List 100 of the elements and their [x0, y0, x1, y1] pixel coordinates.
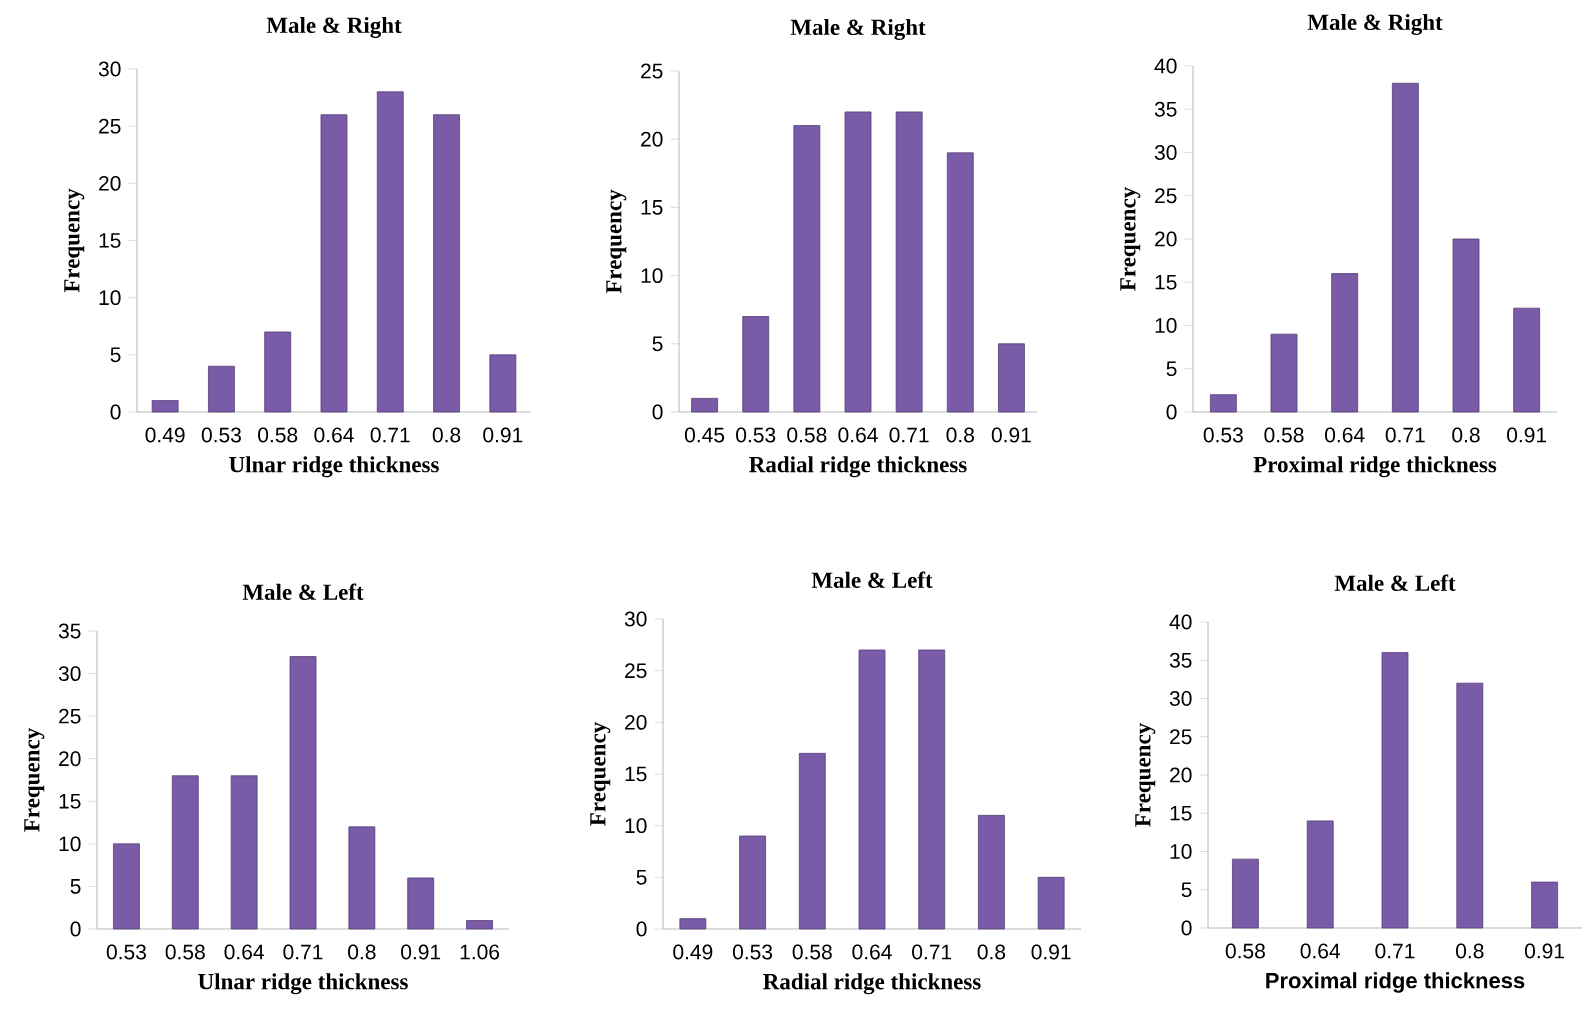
bar [946, 152, 974, 413]
bar [1391, 82, 1419, 413]
bar [858, 649, 886, 930]
y-tick-label: 15 [625, 766, 647, 782]
x-tick-label: 0.58 [787, 427, 827, 443]
x-tick-label: 0.64 [852, 944, 892, 960]
chart-title: Male & Left [242, 583, 364, 600]
y-tick-label: 20 [59, 751, 81, 767]
x-axis-title: Radial ridge thickness [763, 973, 981, 995]
bar [489, 354, 517, 413]
y-tick-label: 25 [1155, 188, 1177, 204]
bar [1531, 881, 1558, 929]
x-tick-label: 0.91 [1524, 943, 1564, 959]
y-tick-label: 25 [1170, 729, 1192, 745]
chart-title: Male & Left [1334, 574, 1456, 591]
y-tick-label: 20 [99, 175, 121, 191]
y-tick-label: 30 [624, 611, 647, 627]
y-axis-title: Frequency [1120, 187, 1141, 291]
x-tick-label: 0.71 [912, 944, 952, 960]
x-tick-label: 0.71 [889, 427, 929, 443]
x-tick-label: 0.71 [370, 427, 410, 443]
x-tick-label: 0.53 [736, 427, 776, 443]
y-tick-label: 35 [1154, 101, 1177, 117]
x-tick-label: 0.58 [165, 944, 205, 960]
x-tick-label: 0.64 [314, 427, 354, 443]
y-tick-label: 0 [1166, 404, 1177, 420]
y-tick-label: 30 [98, 61, 121, 77]
bar [466, 920, 493, 930]
bar [348, 826, 376, 930]
y-tick-label: 10 [99, 290, 121, 306]
x-tick-label: 0.58 [792, 944, 832, 960]
y-tick-label: 30 [1154, 145, 1177, 160]
y-tick-label: 40 [1169, 614, 1192, 630]
y-tick-label: 35 [1169, 652, 1192, 668]
x-tick-label: 0.71 [1385, 427, 1425, 443]
bar [289, 656, 317, 930]
y-axis-title: Frequency [590, 722, 611, 826]
x-tick-label: 0.91 [1507, 427, 1547, 443]
y-tick-label: 15 [99, 233, 121, 248]
y-tick-label: 35 [58, 623, 81, 639]
y-tick-label: 10 [1170, 844, 1192, 859]
bar [739, 835, 766, 930]
y-tick-label: 10 [59, 836, 81, 852]
y-tick-label: 10 [641, 268, 663, 284]
bar [433, 114, 460, 413]
bar [1456, 682, 1484, 929]
chart-title: Male & Left [811, 571, 933, 588]
x-axis-title: Ulnar ridge thickness [198, 973, 408, 995]
y-axis-title: Frequency [606, 189, 627, 294]
x-tick-label: 0.58 [258, 427, 298, 443]
bar [978, 814, 1005, 930]
bar [679, 918, 707, 930]
chart-title: Male & Right [1307, 13, 1443, 35]
x-tick-label: 0.71 [283, 944, 323, 960]
y-tick-label: 5 [110, 347, 121, 363]
bar [407, 877, 435, 930]
y-axis-title: Frequency [24, 728, 45, 832]
x-tick-label: 0.49 [145, 427, 185, 443]
bar [1209, 394, 1237, 413]
bar [264, 331, 292, 413]
bar [691, 397, 718, 413]
x-tick-label: 0.64 [1300, 943, 1340, 959]
x-tick-label: 0.91 [401, 944, 441, 960]
bar [793, 125, 821, 413]
x-tick-label: 0.8 [977, 944, 1006, 960]
y-tick-label: 5 [70, 879, 81, 894]
bar [918, 649, 946, 930]
chart-title: Male & Right [266, 16, 402, 38]
bar [171, 775, 199, 930]
y-tick-label: 5 [636, 870, 647, 885]
y-tick-label: 10 [1155, 318, 1177, 333]
y-tick-label: 0 [652, 404, 663, 420]
x-tick-label: 0.8 [946, 427, 974, 443]
bar [1232, 858, 1259, 929]
bar [1381, 652, 1409, 929]
y-tick-label: 0 [70, 921, 81, 937]
bar [208, 365, 235, 413]
x-tick-label: 0.64 [224, 944, 264, 960]
y-tick-label: 40 [1154, 58, 1177, 74]
bar [844, 111, 872, 413]
x-tick-label: 0.53 [1203, 427, 1243, 443]
y-tick-label: 25 [59, 708, 81, 724]
y-tick-label: 5 [1166, 361, 1177, 377]
y-tick-label: 20 [1155, 231, 1177, 247]
bar [798, 752, 826, 930]
x-tick-label: 0.64 [1325, 427, 1365, 443]
y-tick-label: 20 [625, 714, 647, 730]
x-tick-label: 0.58 [1225, 943, 1265, 959]
y-tick-label: 30 [58, 666, 81, 682]
y-tick-label: 20 [641, 131, 663, 147]
y-tick-label: 25 [641, 63, 663, 79]
x-axis-title: Ulnar ridge thickness [229, 456, 439, 478]
chart-title: Male & Right [790, 18, 926, 40]
y-tick-label: 15 [59, 793, 81, 809]
x-tick-label: 0.49 [673, 944, 713, 960]
bar [742, 316, 770, 413]
x-tick-label: 0.53 [106, 944, 146, 960]
bar [376, 91, 404, 413]
x-tick-label: 0.53 [201, 427, 241, 443]
bar [230, 775, 258, 930]
